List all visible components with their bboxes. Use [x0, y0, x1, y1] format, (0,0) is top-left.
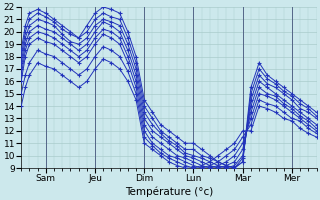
X-axis label: Température (°c): Température (°c) [125, 186, 213, 197]
